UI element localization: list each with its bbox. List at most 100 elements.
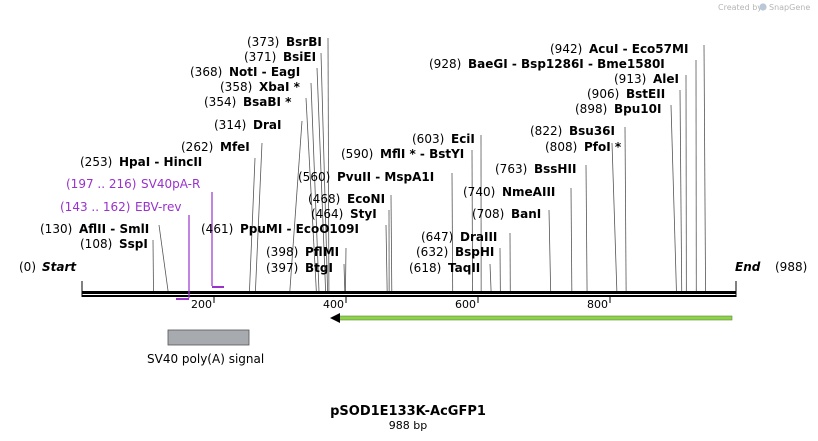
- snapgene-watermark: Created by SnapGene: [718, 3, 810, 12]
- site-pvuii[interactable]: (560) PvuII - MspA1I: [298, 170, 454, 292]
- site-leader-line: [310, 82, 320, 292]
- site-drai[interactable]: (314) DraI: [214, 118, 303, 292]
- reverse-orf-arrow[interactable]: [330, 313, 733, 323]
- site-econi[interactable]: (468) EcoNI: [308, 192, 393, 292]
- sv40-polya-feature[interactable]: SV40 poly(A) signal: [147, 329, 264, 366]
- site-btgi[interactable]: (397) BtgI: [266, 261, 346, 292]
- primer-ebv-rev[interactable]: (143 .. 162) EBV-rev: [60, 200, 190, 300]
- site-bani[interactable]: (708) BanI: [472, 207, 552, 292]
- site-position: (708): [472, 207, 504, 221]
- backbone-bottom-strand: [82, 295, 736, 297]
- site-position: (398): [266, 245, 298, 259]
- watermark-brand: SnapGene: [769, 3, 810, 12]
- site-leader-line: [570, 187, 573, 292]
- site-leader-line: [624, 126, 627, 292]
- site-name: BsrBI: [286, 35, 322, 49]
- site-leader-line: [305, 97, 317, 292]
- site-name: PfoI *: [584, 140, 622, 154]
- site-bsteii[interactable]: (906) BstEII: [587, 87, 683, 292]
- site-ecii[interactable]: (603) EciI: [412, 132, 482, 292]
- site-name: SspI: [119, 237, 148, 251]
- site-name: AcuI - Eco57MI: [589, 42, 688, 56]
- site-name: BsiEI: [283, 50, 316, 64]
- site-bpu10i[interactable]: (898) Bpu10I: [575, 102, 677, 292]
- primer-position: (197 .. 216): [66, 177, 136, 191]
- site-nmeaiii[interactable]: (740) NmeAIII: [463, 185, 573, 292]
- site-pflmi[interactable]: (398) PflMI: [266, 245, 347, 292]
- site-position: (590): [341, 147, 373, 161]
- site-acui[interactable]: (942) AcuI - Eco57MI: [550, 42, 706, 292]
- restriction-sites: (108) SspI (130) AflII - SmlI (253) HpaI - Hi…: [40, 35, 706, 292]
- site-position: (647): [421, 230, 453, 244]
- site-name: BaeGI - Bsp1286I - Bme1580I: [468, 57, 665, 71]
- site-name: NmeAIII: [502, 185, 555, 199]
- site-aflii[interactable]: (130) AflII - SmlI: [40, 222, 169, 292]
- primer-sv40pa-r[interactable]: (197 .. 216) SV40pA-R: [66, 177, 224, 288]
- site-leader-line: [327, 37, 330, 292]
- site-name: PflMI: [305, 245, 339, 259]
- site-draiii[interactable]: (647) DraIII: [421, 230, 511, 292]
- site-sspi[interactable]: (108) SspI: [80, 237, 154, 292]
- site-leader-line: [451, 172, 454, 292]
- site-leader-line: [703, 44, 706, 292]
- site-hpai[interactable]: (253) HpaI - HincII: [80, 155, 256, 292]
- site-name: MflI * - BstYI: [380, 147, 464, 161]
- end-position: (988): [775, 260, 807, 274]
- site-position: (464): [311, 207, 343, 221]
- primer-name: EBV-rev: [135, 200, 181, 214]
- site-name: MfeI: [220, 140, 250, 154]
- site-position: (822): [530, 124, 562, 138]
- site-name: BtgI: [305, 261, 333, 275]
- backbone: [81, 281, 737, 297]
- site-position: (397): [266, 261, 298, 275]
- site-bsshii[interactable]: (763) BssHII: [495, 162, 588, 292]
- site-mfei[interactable]: (262) MfeI: [181, 140, 263, 292]
- site-name: DraIII: [460, 230, 497, 244]
- site-bsiei[interactable]: (371) BsiEI: [244, 50, 328, 292]
- site-bsrbi[interactable]: (373) BsrBI: [247, 35, 330, 292]
- start-label: Start: [42, 260, 77, 274]
- site-xbai[interactable]: (358) XbaI *: [220, 80, 320, 292]
- site-position: (262): [181, 140, 213, 154]
- site-leader-line: [611, 142, 618, 292]
- orf-arrowhead: [330, 313, 340, 323]
- site-bsabi[interactable]: (354) BsaBI *: [204, 95, 317, 292]
- site-ppumi[interactable]: (461) PpuMI - EcoO109I: [201, 222, 388, 292]
- site-bsphi[interactable]: (632) BspHI: [416, 245, 501, 292]
- site-position: (632): [416, 245, 448, 259]
- plasmid-size: 988 bp: [389, 419, 427, 432]
- ruler: 200 400 600 800: [191, 297, 611, 311]
- site-alei[interactable]: (913) AleI: [614, 72, 687, 292]
- site-baegi[interactable]: (928) BaeGI - Bsp1286I - Bme1580I: [429, 57, 697, 292]
- site-leader-line: [289, 120, 303, 292]
- site-leader-line: [316, 67, 326, 292]
- site-name: AleI: [653, 72, 679, 86]
- site-position: (371): [244, 50, 276, 64]
- site-leader-line: [390, 194, 393, 292]
- snapgene-logo-icon: [759, 3, 767, 11]
- site-position: (898): [575, 102, 607, 116]
- site-leader-line: [158, 224, 169, 292]
- site-position: (560): [298, 170, 330, 184]
- site-position: (618): [409, 261, 441, 275]
- site-taqii[interactable]: (618) TaqII: [409, 261, 492, 292]
- site-name: DraI: [253, 118, 281, 132]
- site-name: BssHII: [534, 162, 576, 176]
- site-position: (942): [550, 42, 582, 56]
- site-noti[interactable]: (368) NotI - EagI: [190, 65, 326, 292]
- end-label: End: [735, 260, 761, 274]
- ruler-label-400: 400: [323, 298, 344, 311]
- site-styi[interactable]: (464) StyI: [311, 207, 390, 292]
- site-mfli[interactable]: (590) MflI * - BstYI: [341, 147, 473, 292]
- site-pfoi[interactable]: (808) PfoI *: [545, 140, 622, 292]
- site-position: (253): [80, 155, 112, 169]
- start-position: (0): [19, 260, 36, 274]
- site-name: BanI: [511, 207, 541, 221]
- site-bsu36i[interactable]: (822) Bsu36I: [530, 124, 627, 292]
- site-name: NotI - EagI: [229, 65, 300, 79]
- site-position: (314): [214, 118, 246, 132]
- site-leader-line: [255, 142, 263, 292]
- sv40-feature-label: SV40 poly(A) signal: [147, 352, 264, 366]
- site-leader-line: [385, 224, 388, 292]
